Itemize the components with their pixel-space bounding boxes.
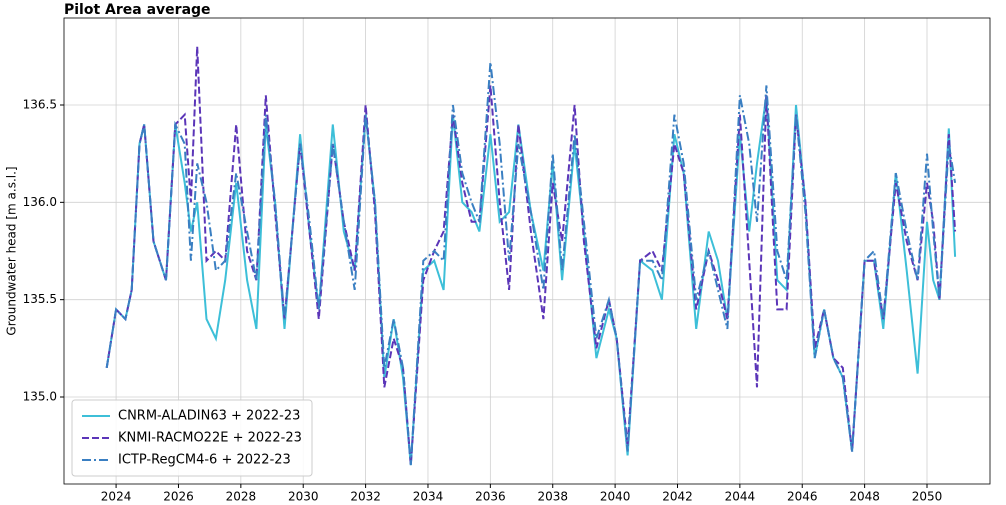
- x-tick-label: 2038: [537, 490, 568, 504]
- x-tick-label: 2034: [413, 490, 444, 504]
- x-tick-label: 2036: [475, 490, 506, 504]
- y-tick-label: 135.5: [23, 292, 57, 306]
- x-tick-label: 2028: [226, 490, 257, 504]
- y-tick-label: 136.0: [23, 195, 57, 209]
- x-tick-label: 2030: [288, 490, 319, 504]
- legend-box: [71, 399, 313, 477]
- x-tick-label: 2046: [787, 490, 818, 504]
- legend-label: CNRM-ALADIN63 + 2022-23: [118, 409, 300, 424]
- y-axis-label: Groundwater head [m a.s.l.]: [5, 166, 19, 335]
- x-tick-label: 2040: [600, 490, 631, 504]
- legend-label: ICTP-RegCM4-6 + 2022-23: [118, 453, 291, 468]
- x-tick-label: 2044: [725, 490, 756, 504]
- legend-label: KNMI-RACMO22E + 2022-23: [118, 431, 302, 446]
- chart-title: Pilot Area average: [64, 2, 211, 18]
- y-tick-label: 136.5: [23, 98, 57, 112]
- x-tick-label: 2024: [101, 490, 132, 504]
- plot-frame: [63, 17, 991, 485]
- x-tick-label: 2042: [662, 490, 693, 504]
- x-tick-label: 2048: [849, 490, 880, 504]
- x-tick-label: 2026: [163, 490, 194, 504]
- x-tick-label: 2032: [350, 490, 381, 504]
- x-tick-label: 2050: [912, 490, 943, 504]
- series-line: [105, 62, 957, 466]
- y-tick-label: 135.0: [23, 389, 57, 403]
